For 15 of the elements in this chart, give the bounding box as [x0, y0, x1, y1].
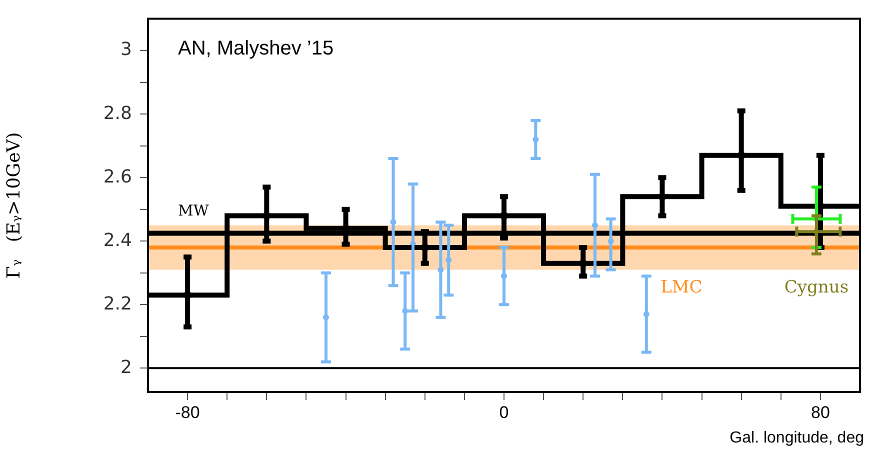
x-tick-label: 0: [499, 402, 509, 422]
y-tick-label: 3: [120, 39, 132, 60]
y-tick-label: 2.8: [103, 102, 132, 124]
annotation: Cygnus: [784, 278, 849, 298]
y-tick-label: 2.4: [103, 230, 132, 251]
x-axis-title: Gal. longitude, deg: [730, 429, 864, 446]
y-tick-label: 2.6: [103, 166, 132, 188]
ref-line-label: MW: [178, 202, 210, 220]
y-tick-label: 2: [120, 356, 132, 378]
y-axis-title: Γᵧ (Eᵧ>10GeV): [3, 132, 24, 279]
x-tick-label: 80: [810, 402, 830, 422]
annotation: AN, Malyshev ’15: [178, 37, 334, 60]
x-tick-label: -80: [175, 402, 200, 422]
y-tick-label: 2.2: [103, 293, 132, 314]
band-label: LMC: [660, 278, 702, 298]
